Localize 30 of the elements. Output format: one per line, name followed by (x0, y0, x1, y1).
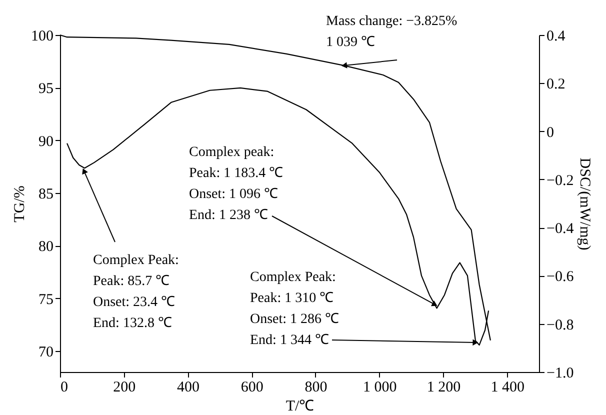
annotation: Complex Peak: Peak: 1 310 ℃ Onset: 1 286 ℃ End: 1 344 ℃ (250, 270, 340, 348)
y-tick-label: 95 (38, 81, 54, 98)
y-tick-label: 80 (38, 239, 54, 256)
y-tick-label: 90 (38, 134, 54, 150)
y2-tick-label: −1.0 (546, 366, 574, 382)
y-axis-title: TG/% (12, 186, 28, 222)
y2-tick-label: 0.2 (546, 76, 566, 93)
x-tick-label: 400 (176, 380, 200, 396)
y2-tick-label: −0.6 (546, 269, 574, 286)
annotation: Mass change: −3.825% 1 039 ℃ (326, 14, 458, 50)
y2-axis-title: DSC/(mW/mg) (576, 158, 593, 250)
y-tick-label: 100 (31, 28, 54, 44)
y2-tick-label: 0.4 (546, 28, 566, 44)
y2-tick-label: 0 (546, 124, 554, 141)
x-tick-label: 1 200 (426, 380, 461, 396)
x-tick-label: 200 (113, 380, 136, 396)
y-tick-label: 75 (38, 292, 54, 308)
annotation: Complex Peak: Peak: 85.7 ℃ Onset: 23.4 ℃ End: 132.8 ℃ (93, 253, 179, 331)
y2-tick-label: −0.8 (546, 317, 574, 334)
y2-tick-label: −0.2 (546, 172, 574, 189)
y2-tick-label: −0.4 (546, 221, 574, 238)
annotation: Complex peak: Peak: 1 183.4 ℃ Onset: 1 096 ℃ End: 1 238 ℃ (189, 145, 284, 223)
x-tick-label: 0 (60, 380, 68, 396)
x-axis-title: T/℃ (286, 398, 314, 414)
y-tick-label: 70 (38, 344, 54, 360)
x-tick-label: 1 400 (490, 380, 524, 396)
x-tick-label: 600 (240, 380, 264, 396)
y-tick-label: 85 (38, 186, 54, 202)
x-tick-label: 800 (304, 380, 328, 396)
x-tick-label: 1 000 (362, 380, 397, 396)
